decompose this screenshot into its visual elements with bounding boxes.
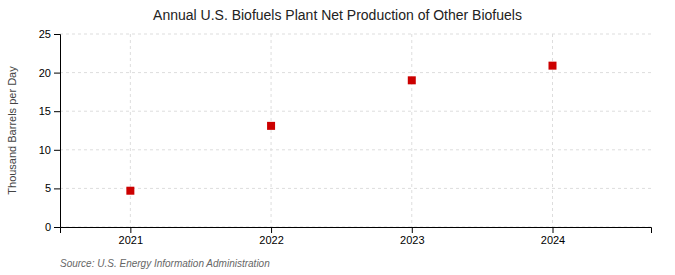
y-tick: 20 [39,67,60,79]
x-grid-line [271,34,272,227]
y-tick-label: 15 [39,105,51,117]
x-grid-line [130,34,131,227]
grid [60,34,651,227]
x-grid-line [411,34,412,227]
y-tick: 5 [45,182,60,194]
y-tick-label: 25 [39,28,51,40]
x-tick-label: 2024 [541,234,565,246]
chart-container: 2021 2022 2023 2024 0 5 10 15 20 25 Annual U.S. Bi… [0,0,675,275]
point [549,62,557,70]
y-tick: 10 [39,144,60,156]
y-grid-line [60,72,651,73]
y-tick-mark [54,73,60,74]
x-tick-mark [553,227,554,233]
y-tick: 15 [39,105,60,117]
x-tick-mark [130,227,131,233]
x-tick-label: 2021 [119,234,143,246]
y-grid-line [60,188,651,189]
y-tick-mark [54,227,60,228]
y-tick: 25 [39,28,60,40]
source-note: Source: U.S. Energy Information Administ… [60,258,270,269]
y-tick-label: 0 [45,221,51,233]
chart-svg: 2021 2022 2023 2024 0 5 10 15 20 25 Annual U.S. Bi… [0,0,675,275]
y-tick-mark [54,150,60,151]
y-tick-label: 20 [39,67,51,79]
point [126,187,134,195]
x-axis-line [61,228,652,234]
y-grid-line [60,111,651,112]
y-axis-title: Thousand Barrels per Day [6,66,18,195]
point [408,76,416,84]
x-tick-mark [412,227,413,233]
x-tick-label: 2022 [259,234,283,246]
title: Annual U.S. Biofuels Plant Net Productio… [153,7,522,23]
y-grid-line [60,34,651,35]
x-axis: 2021 2022 2023 2024 [61,227,652,246]
x-tick-label: 2023 [400,234,424,246]
y-grid-line [60,149,651,150]
y-tick-label: 5 [45,182,51,194]
y-tick-mark [54,111,60,112]
plot-area: 2021 2022 2023 2024 0 5 10 15 20 25 [39,28,652,246]
y-tick-mark [54,188,60,189]
y-axis: 0 5 10 15 20 25 [39,28,61,233]
x-tick: 2022 [259,227,283,246]
x-tick: 2021 [119,227,143,246]
x-tick: 2024 [541,227,565,246]
y-tick-mark [54,34,60,35]
x-tick-mark [271,227,272,233]
point [267,122,275,130]
x-tick: 2023 [400,227,424,246]
y-tick: 0 [45,221,60,233]
points [126,62,556,195]
y-axis-line [54,35,61,228]
y-tick-label: 10 [39,144,51,156]
